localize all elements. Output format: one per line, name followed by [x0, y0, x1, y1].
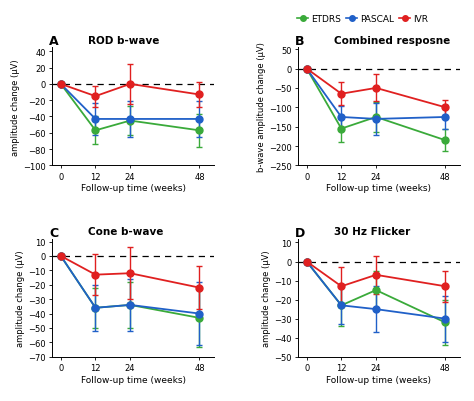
Legend: ETDRS, PASCAL, IVR: ETDRS, PASCAL, IVR — [297, 15, 428, 24]
X-axis label: Follow-up time (weeks): Follow-up time (weeks) — [327, 184, 431, 193]
Text: Combined resposne: Combined resposne — [334, 36, 450, 46]
Text: D: D — [295, 226, 305, 239]
Y-axis label: amplitude change (μV): amplitude change (μV) — [263, 250, 272, 346]
Text: B: B — [295, 35, 304, 48]
Text: C: C — [49, 226, 58, 239]
X-axis label: Follow-up time (weeks): Follow-up time (weeks) — [81, 375, 185, 384]
Text: A: A — [49, 35, 58, 48]
Y-axis label: amplitude change (μV): amplitude change (μV) — [11, 59, 20, 155]
Y-axis label: b-wave amplitude change (μV): b-wave amplitude change (μV) — [257, 42, 266, 172]
Text: 30 Hz Flicker: 30 Hz Flicker — [334, 227, 410, 237]
X-axis label: Follow-up time (weeks): Follow-up time (weeks) — [81, 184, 185, 193]
Text: Cone b-wave: Cone b-wave — [88, 227, 163, 237]
Y-axis label: amplitude change (μV): amplitude change (μV) — [17, 250, 26, 346]
Text: ROD b-wave: ROD b-wave — [88, 36, 159, 46]
X-axis label: Follow-up time (weeks): Follow-up time (weeks) — [327, 375, 431, 384]
